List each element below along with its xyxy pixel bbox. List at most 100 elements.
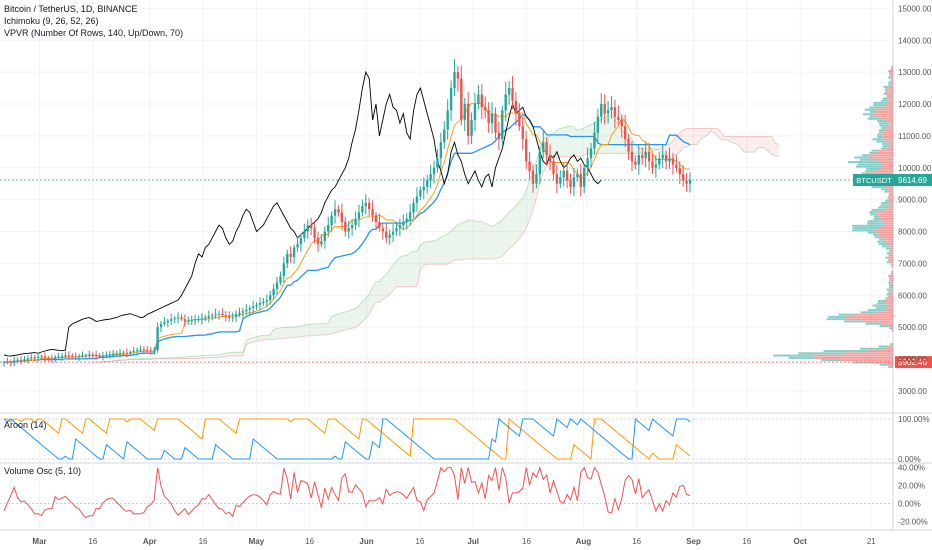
vpvr-bar-up (886, 95, 889, 98)
candle-body (422, 186, 425, 191)
candle-body (484, 107, 487, 111)
vpvr-bar-up (823, 350, 870, 353)
cloud-segment (420, 241, 424, 271)
vpvr-bar-down (879, 215, 893, 218)
candle-body (289, 253, 292, 257)
cloud-segment (655, 148, 660, 151)
aroon-tick-label: 0.00% (898, 455, 921, 464)
vpvr-bar-down (887, 256, 893, 259)
aroon-up-line (4, 417, 691, 461)
candle-body (152, 350, 156, 352)
candle-body (412, 202, 415, 213)
cloud-segment (567, 126, 571, 157)
vpvr-bar-down (887, 297, 893, 300)
candle-body (26, 358, 30, 360)
vpvr-bar-up (867, 309, 885, 312)
cloud-segment (215, 354, 220, 358)
vpvr-bar-up (865, 322, 882, 325)
candle-body (463, 104, 466, 120)
cloud-segment (246, 338, 250, 345)
cloud-segment (229, 352, 233, 356)
price-tick-label: 13000.00 (898, 68, 932, 77)
time-axis[interactable]: Mar 16 Apr 16 May 16 Jun 16 Jul 16 Aug 16 Sep 16 Oct 21 (32, 537, 876, 546)
cloud-segment (461, 222, 465, 260)
vpvr-legend[interactable]: VPVR (Number Of Rows, 140, Up/Down, 70) (4, 28, 183, 38)
candle-body (675, 164, 678, 168)
candle-body (593, 132, 596, 149)
symbol-badge (853, 174, 895, 187)
candle-body (279, 276, 282, 283)
candle-body (340, 212, 344, 222)
cloud-segment (604, 116, 609, 154)
ichimoku-cloud (92, 113, 779, 363)
candle-body (303, 231, 306, 238)
candle-body (88, 354, 91, 356)
vpvr-bar-up (889, 343, 892, 346)
vpvr-bar-up (869, 211, 878, 214)
candle-body (572, 177, 576, 187)
vpvr-bar-down (890, 281, 893, 284)
candle-body (354, 218, 357, 226)
vpvr-bar-up (852, 227, 881, 230)
candle-body (453, 72, 456, 89)
cloud-segment (410, 251, 414, 287)
cloud-segment (396, 257, 400, 287)
cloud-segment (584, 126, 588, 155)
cloud-segment (140, 358, 144, 360)
cloud-segment (679, 129, 684, 152)
vpvr-bar-down (887, 188, 893, 191)
candle-body (47, 357, 50, 359)
vpvr-bar-down (881, 133, 893, 136)
candle-body (135, 350, 139, 352)
cloud-segment (154, 357, 158, 359)
vpvr-bar-down (884, 299, 893, 302)
ichimoku-legend[interactable]: Ichimoku (9, 26, 52, 26) (4, 16, 99, 26)
candle-body (466, 104, 470, 136)
cloud-segment (174, 357, 179, 359)
price-tick-label: 12000.00 (898, 100, 932, 109)
vpvr-bar-up (871, 149, 880, 152)
aroon-legend[interactable]: Aroon (14) (4, 420, 47, 430)
vol-tick-label: 40.00% (898, 464, 925, 473)
cloud-segment (662, 145, 667, 156)
candle-body (562, 170, 565, 178)
candle-body (40, 356, 43, 358)
cloud-segment (437, 236, 441, 265)
cloud-segment (631, 138, 636, 154)
vpvr-bar-down (887, 147, 893, 150)
candle-body (19, 359, 23, 361)
candle-body (367, 202, 371, 210)
volume-osc-legend[interactable]: Volume Osc (5, 10) (4, 466, 81, 476)
vpvr-bar-up (888, 290, 891, 293)
candle-body (234, 314, 238, 317)
vpvr-bar-up (887, 295, 889, 298)
vpvr-bar-down (877, 311, 893, 314)
vpvr-bar-down (863, 320, 893, 323)
base-line (3, 113, 691, 363)
cloud-segment (205, 355, 209, 358)
candle-body (180, 317, 183, 320)
volume-osc-line (3, 465, 691, 519)
vpvr-bar-down (870, 113, 893, 116)
vpvr-bar-down (875, 108, 893, 111)
candle-body (286, 253, 289, 264)
symbol-title[interactable]: Bitcoin / TetherUS, 1D, BINANCE (4, 4, 137, 14)
cloud-segment (208, 355, 213, 358)
candle-body (173, 318, 176, 320)
vpvr-bar-up (873, 233, 879, 236)
vpvr-bar-up (885, 297, 888, 300)
candlestick-series (2, 59, 692, 367)
candle-body (627, 139, 630, 152)
vpvr-bar-up (877, 240, 887, 243)
vpvr-bar-up (865, 170, 876, 173)
cloud-segment (696, 128, 701, 145)
candle-body (115, 353, 118, 355)
vpvr-bar-up (873, 101, 889, 104)
vpvr-bar-down (889, 274, 893, 277)
vpvr-bar-up (879, 324, 890, 327)
candle-body (132, 351, 135, 353)
cloud-segment (171, 357, 175, 359)
price-axis[interactable]: 15000.00 14000.00 13000.00 12000.00 11000.00… (898, 4, 932, 526)
vpvr-bar-up (891, 270, 893, 273)
